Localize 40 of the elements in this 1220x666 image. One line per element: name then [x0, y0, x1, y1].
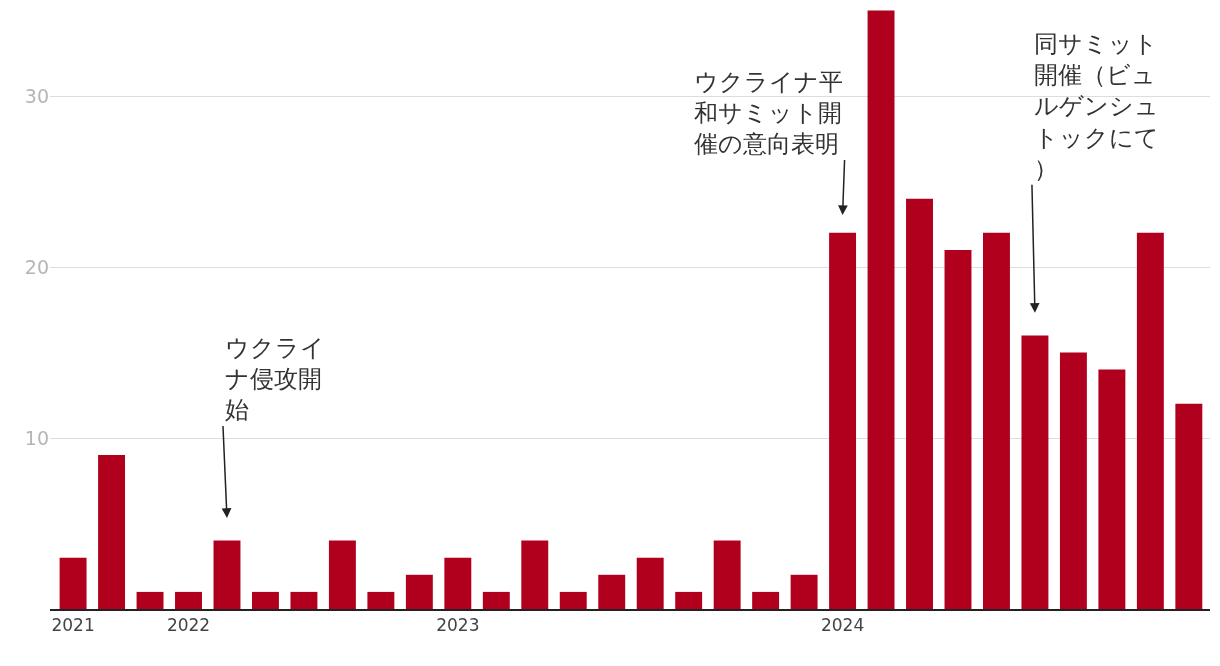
bar — [598, 574, 626, 609]
bar — [136, 591, 164, 609]
bar — [290, 591, 318, 609]
bar — [559, 591, 587, 609]
bar — [59, 557, 87, 609]
bar — [1021, 335, 1049, 609]
bar — [482, 591, 510, 609]
bar — [675, 591, 703, 609]
x-tick-label: 2022 — [166, 615, 211, 636]
bar — [521, 540, 549, 609]
bar — [1136, 232, 1164, 609]
bar — [1098, 369, 1126, 609]
bar — [328, 540, 356, 609]
annotation: ウクライナ侵攻開始 — [225, 334, 325, 425]
x-tick-label: 2024 — [820, 615, 865, 636]
bar — [1175, 403, 1203, 609]
bar — [405, 574, 433, 609]
bar — [251, 591, 279, 609]
bar — [175, 591, 202, 609]
bar — [713, 540, 741, 609]
bar — [829, 232, 857, 609]
bar — [752, 591, 780, 609]
y-tick-label: 20 — [24, 255, 49, 278]
bar — [790, 574, 818, 609]
bar — [1059, 352, 1087, 609]
bar — [983, 232, 1010, 609]
bar — [213, 540, 241, 609]
bar — [636, 557, 664, 609]
x-tick-label: 2023 — [436, 615, 480, 636]
bar — [98, 455, 126, 609]
bar — [944, 249, 972, 609]
y-tick-label: 30 — [24, 84, 49, 107]
bar — [444, 557, 472, 609]
x-tick-label: 2021 — [51, 615, 95, 636]
y-tick-label: 10 — [24, 426, 49, 449]
bar — [906, 198, 933, 609]
annotation: 同サミット開催（ビュルゲンシュトックにて） — [1034, 30, 1159, 183]
annotation: ウクライナ平和サミット開催の意向表明 — [694, 68, 843, 159]
bar — [867, 10, 895, 609]
bar — [367, 591, 395, 609]
